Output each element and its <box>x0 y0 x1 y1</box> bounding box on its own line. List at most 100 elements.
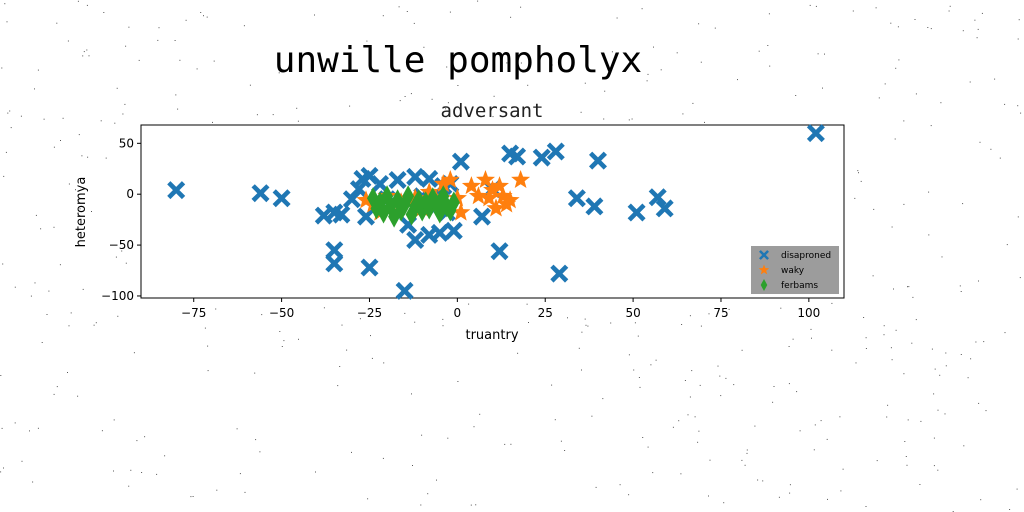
background-dot <box>298 338 299 340</box>
background-dot <box>56 386 58 388</box>
background-dot <box>639 386 641 388</box>
background-dot <box>470 504 472 506</box>
background-dot <box>578 347 580 349</box>
point-waky <box>483 180 502 199</box>
background-dot <box>737 79 738 81</box>
background-dot <box>68 183 70 185</box>
background-dot <box>528 322 529 323</box>
point-disaproned <box>357 207 375 226</box>
background-dot <box>757 479 759 481</box>
background-dot <box>436 479 437 481</box>
background-dot <box>185 19 187 21</box>
point-waky <box>511 170 531 188</box>
background-dot <box>941 256 943 258</box>
background-dot <box>746 449 748 451</box>
background-dot <box>789 484 791 486</box>
background-dot <box>886 416 888 418</box>
background-dot <box>839 416 841 418</box>
background-dot <box>446 66 448 68</box>
background-dot <box>128 26 130 28</box>
background-dot <box>796 391 798 393</box>
background-dot <box>520 62 522 64</box>
background-dot <box>1017 105 1019 107</box>
background-dot <box>678 420 680 422</box>
point-waky <box>447 188 467 207</box>
background-dot <box>423 46 425 48</box>
background-dot <box>767 45 769 46</box>
background-dot <box>725 377 727 379</box>
background-dot <box>985 410 987 412</box>
background-dot <box>3 467 4 469</box>
background-dot <box>979 141 981 143</box>
background-dot <box>824 53 825 55</box>
background-dot <box>131 245 133 246</box>
point-disaproned <box>508 147 527 166</box>
background-dot <box>700 325 702 327</box>
background-dot <box>905 456 907 457</box>
point-disaproned <box>655 199 674 218</box>
background-dot <box>937 469 939 471</box>
background-dot <box>975 341 977 343</box>
background-dot <box>915 319 917 321</box>
background-dot <box>611 51 613 53</box>
background-dot <box>906 464 908 466</box>
background-dot <box>970 358 972 360</box>
background-dot <box>628 494 630 496</box>
background-dot <box>948 10 950 12</box>
background-dot <box>694 416 696 418</box>
point-disaproned <box>627 203 646 222</box>
background-dot <box>754 425 756 427</box>
background-dot <box>4 3 6 5</box>
background-dot <box>6 21 8 23</box>
background-dot <box>449 11 451 13</box>
background-dot <box>0 471 2 473</box>
background-dot <box>475 504 477 506</box>
background-dot <box>0 375 2 376</box>
point-disaproned <box>395 281 414 300</box>
legend-label-disaproned: disaproned <box>781 251 831 261</box>
background-dot <box>296 107 298 109</box>
point-disaproned <box>490 242 509 261</box>
background-dot <box>442 325 444 327</box>
background-dot <box>788 346 790 347</box>
background-dot <box>86 4 88 6</box>
background-dot <box>339 366 341 367</box>
background-dot <box>692 102 694 104</box>
point-ferbams <box>402 185 415 208</box>
point-disaproned <box>272 189 291 208</box>
background-dot <box>216 489 218 491</box>
background-dot <box>46 314 48 315</box>
background-dot <box>457 85 459 86</box>
background-dot <box>698 430 700 432</box>
background-dot <box>912 296 914 298</box>
figure-title: unwille pompholyx <box>274 40 642 81</box>
background-dot <box>457 381 459 382</box>
background-dot <box>82 55 84 57</box>
background-dot <box>1017 216 1019 218</box>
background-dot <box>30 295 32 297</box>
background-dot <box>789 492 791 494</box>
background-dot <box>937 409 939 411</box>
background-dot <box>981 12 983 14</box>
data-points <box>167 124 825 300</box>
background-dot <box>141 472 143 473</box>
background-dot <box>297 120 299 122</box>
background-dot <box>769 65 771 67</box>
legend-label-ferbams: ferbams <box>781 281 818 291</box>
x-tick-label: 50 <box>625 306 640 320</box>
background-dot <box>633 369 635 371</box>
point-waky <box>468 186 488 205</box>
background-dot <box>813 449 815 451</box>
background-dot <box>903 373 905 375</box>
point-waky <box>493 186 513 205</box>
background-dot <box>128 485 130 487</box>
background-dot <box>591 415 593 417</box>
background-dot <box>366 40 368 42</box>
background-dot <box>404 96 406 97</box>
background-dot <box>383 362 385 364</box>
background-dot <box>831 349 833 351</box>
background-dot <box>133 352 135 354</box>
background-dot <box>994 78 996 80</box>
background-dot <box>91 211 92 212</box>
